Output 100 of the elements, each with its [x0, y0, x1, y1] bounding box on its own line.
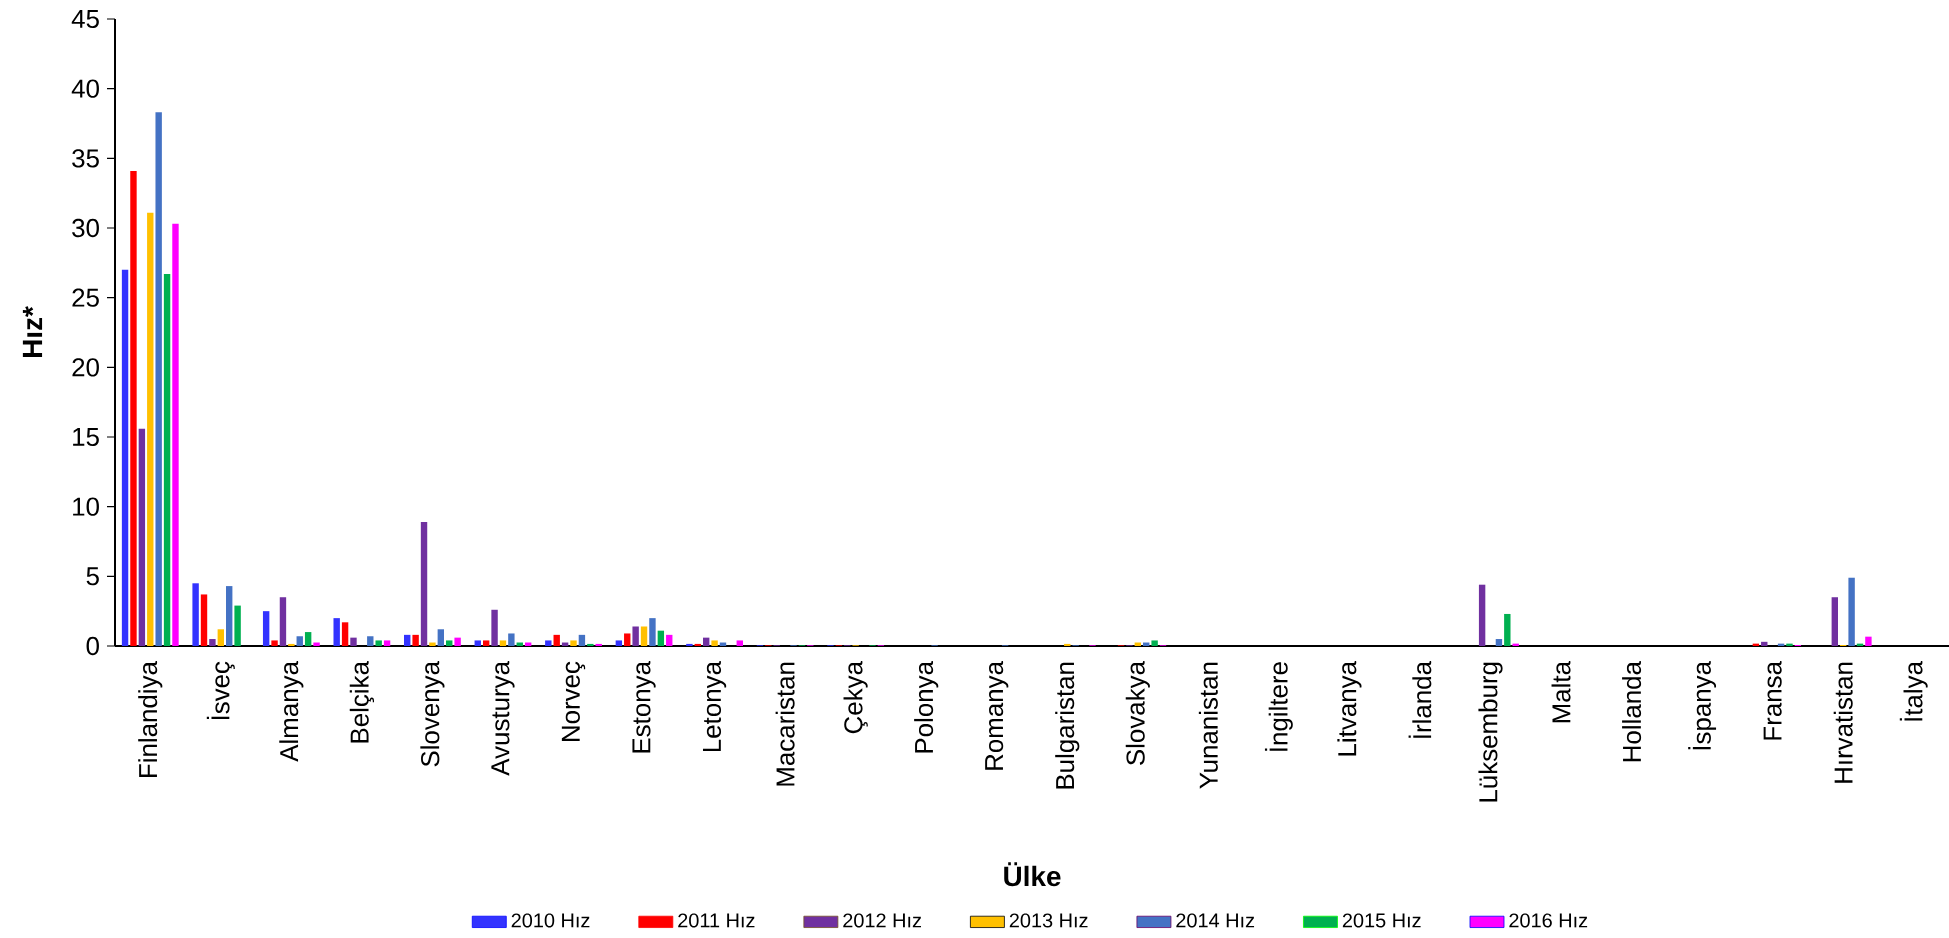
- x-tick-label: Norveç: [561, 661, 586, 741]
- bar: [1478, 584, 1486, 646]
- x-tick-label: İspanya: [1688, 661, 1717, 750]
- bar: [570, 640, 577, 646]
- bar: [595, 643, 602, 646]
- bar: [578, 634, 586, 646]
- x-tick-label: Polonya: [914, 661, 939, 753]
- bar: [1848, 577, 1855, 646]
- bar: [279, 597, 287, 646]
- legend-label: 2012 Hız: [843, 913, 921, 928]
- bar: [615, 640, 623, 646]
- x-tick-label: İngiltere: [1264, 662, 1293, 751]
- x-tick-label: Yunanistan: [1198, 662, 1218, 789]
- bar: [666, 634, 673, 646]
- bar: [1151, 640, 1158, 646]
- x-tick-label: Litvanya: [1337, 661, 1362, 756]
- bar: [375, 640, 382, 646]
- x-tick-label: Fransa: [1763, 661, 1782, 740]
- bar: [304, 632, 312, 646]
- x-tick-label: Estonya: [632, 661, 656, 753]
- y-axis-title: Hız*: [22, 306, 43, 357]
- y-tick-label: 20: [72, 358, 99, 377]
- legend-label: 2016 Hız: [1509, 913, 1588, 928]
- bar: [234, 605, 241, 646]
- bar: [1786, 643, 1793, 646]
- x-tick-label: Letonya: [702, 661, 727, 752]
- x-tick-label: Hırvatistan: [1833, 662, 1853, 783]
- bar: [632, 626, 639, 646]
- x-tick-label: Bulgaristan: [1055, 662, 1080, 789]
- bar: [172, 223, 179, 646]
- bar: [657, 630, 665, 646]
- bar: [702, 637, 710, 646]
- x-tick-label: İtalya: [1899, 661, 1928, 721]
- bar: [1504, 613, 1511, 646]
- bar: [1495, 639, 1503, 646]
- y-tick-label: 15: [73, 427, 99, 447]
- bar: [437, 629, 445, 646]
- y-tick-label: 45: [71, 9, 99, 29]
- y-tick-label: 25: [72, 288, 99, 307]
- bar: [711, 640, 718, 646]
- bar: [1865, 636, 1872, 646]
- bar: [163, 273, 171, 646]
- bar: [217, 629, 225, 646]
- bar: [121, 269, 129, 646]
- y-tick-label: 0: [86, 636, 99, 656]
- legend-label: 2011 Hız: [678, 913, 755, 928]
- bar: [296, 636, 303, 646]
- bar: [482, 640, 490, 646]
- bar: [420, 521, 428, 646]
- y-tick-label: 35: [72, 149, 99, 168]
- bar: [587, 643, 594, 646]
- bar: [624, 633, 631, 646]
- bar: [147, 212, 154, 646]
- legend-label: 2013 Hız: [1009, 913, 1088, 928]
- bar: [649, 618, 656, 646]
- x-tick-label: Hollanda: [1622, 661, 1642, 762]
- bar: [429, 642, 436, 646]
- bar: [1831, 597, 1839, 646]
- legend-label: 2015 Hız: [1342, 913, 1421, 928]
- legend-label: 2010 Hız: [511, 913, 590, 928]
- bar: [454, 637, 461, 646]
- y-tick-label: 40: [71, 79, 99, 98]
- bar: [474, 640, 481, 646]
- bar: [736, 640, 743, 646]
- x-tick-label: Malta: [1551, 661, 1571, 723]
- bar: [1064, 643, 1071, 646]
- bar: [271, 640, 278, 646]
- x-axis-title: Ülke: [1004, 862, 1061, 887]
- bar: [508, 633, 515, 646]
- bar: [686, 643, 693, 646]
- y-tick-label: 30: [72, 218, 99, 238]
- bar: [404, 634, 411, 646]
- x-tick-label: Finlandiya: [138, 661, 163, 777]
- x-tick-label: Macaristan: [775, 662, 795, 786]
- bar: [383, 640, 391, 646]
- bar: [341, 622, 349, 646]
- bar: [491, 609, 498, 646]
- bar: [226, 586, 233, 646]
- bar: [499, 640, 507, 646]
- x-tick-label: Almanya: [279, 661, 304, 762]
- bar: [138, 428, 146, 646]
- bar: [130, 170, 137, 646]
- bar: [412, 634, 419, 646]
- x-tick-label: Avusturya: [491, 661, 515, 776]
- bar: [694, 643, 701, 646]
- x-tick-label: Slovakya: [1125, 661, 1150, 765]
- bar: [313, 642, 320, 646]
- x-tick-label: Romanya: [985, 661, 1009, 770]
- bar: [446, 640, 453, 646]
- bar: [553, 634, 560, 646]
- bar: [209, 639, 216, 646]
- bar: [333, 618, 340, 646]
- x-tick-label: Slovenya: [420, 661, 445, 767]
- bar: [192, 583, 199, 646]
- x-tick-label: İsveç: [206, 661, 235, 720]
- bar: [155, 112, 162, 646]
- y-tick-label: 5: [86, 567, 99, 586]
- x-tick-label: Lüksemburg: [1478, 662, 1503, 802]
- bar: [640, 626, 648, 646]
- bar: [262, 611, 270, 646]
